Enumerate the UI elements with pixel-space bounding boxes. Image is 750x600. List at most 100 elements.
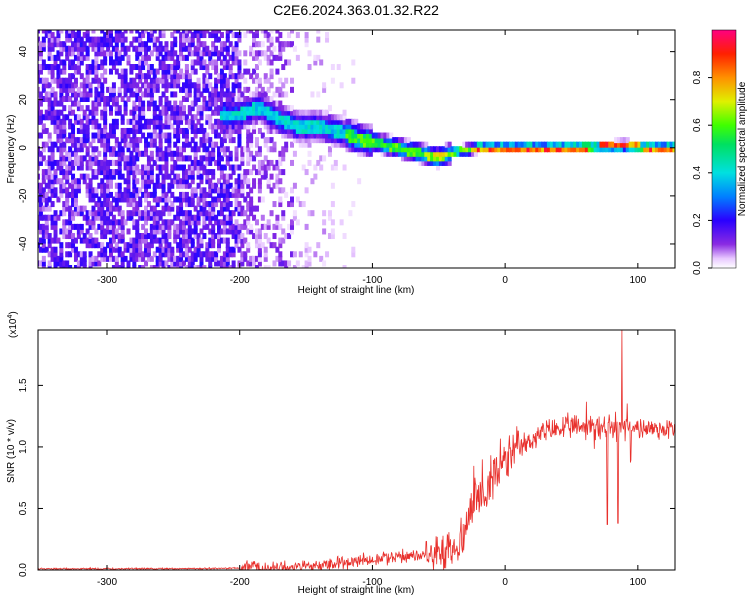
spectrogram-cell	[114, 233, 119, 240]
spectrogram-cell	[79, 54, 84, 61]
spectrogram-cell	[144, 146, 149, 153]
spectrogram-cell	[205, 146, 210, 153]
spectrogram-cell	[41, 205, 46, 212]
spectrogram-cell	[126, 59, 131, 66]
spectrogram-cell	[135, 219, 140, 226]
spectrogram-cell	[552, 141, 557, 148]
spectrogram-cell	[643, 146, 648, 153]
spectrogram-cell	[205, 114, 210, 121]
spectrogram-cell	[266, 95, 271, 102]
spectrogram-cell	[94, 100, 99, 107]
spectrogram-cell	[319, 127, 324, 134]
spectrogram-cell	[158, 59, 163, 66]
spectrogram-cell	[176, 77, 181, 84]
spectrogram-cell	[316, 36, 321, 43]
spectrogram-cell	[85, 54, 90, 61]
spectrogram-cell	[79, 210, 84, 217]
spectrogram-cell	[205, 251, 210, 258]
spectrogram-cell	[138, 73, 143, 80]
spectrogram-cell	[132, 118, 137, 125]
spectrogram-cell	[141, 191, 146, 198]
spectrogram-cell	[173, 159, 178, 166]
spectrogram-cell	[141, 214, 146, 221]
spectrogram-cell	[473, 141, 478, 148]
spectrogram-cell	[208, 265, 213, 268]
spectrogram-cell	[190, 169, 195, 176]
spectrogram-cell	[146, 178, 151, 185]
spectrogram-cell	[120, 228, 125, 235]
spectrogram-cell	[205, 173, 210, 180]
spectrogram-cell	[503, 146, 508, 153]
spectrogram-cell	[85, 146, 90, 153]
spectrogram-cell	[108, 95, 113, 102]
spectrogram-cell	[228, 191, 233, 198]
spectrogram-cell	[205, 50, 210, 57]
spectrogram-cell	[38, 205, 43, 212]
spectrogram-cell	[225, 82, 230, 89]
spectrogram-cell	[301, 137, 306, 144]
spectrogram-cell	[117, 173, 122, 180]
spectrogram-cell	[269, 73, 274, 80]
spectrogram-cell	[158, 223, 163, 230]
spectrogram-cell	[161, 205, 166, 212]
spectrogram-cell	[193, 214, 198, 221]
spectrogram-cell	[237, 201, 242, 208]
spectrogram-cell	[126, 260, 131, 267]
spectrogram-cell	[666, 146, 671, 153]
spectrogram-cell	[68, 95, 73, 102]
spectrogram-cell	[53, 77, 58, 84]
spectrogram-cell	[38, 45, 43, 52]
spectrogram-cell	[59, 155, 64, 162]
spectrogram-cell	[100, 36, 105, 43]
spectrogram-cell	[307, 109, 312, 116]
spectrogram-cell	[246, 109, 251, 116]
spectrogram-cell	[135, 64, 140, 71]
spectrogram-cell	[240, 114, 245, 121]
spectrogram-cell	[246, 114, 251, 121]
spectrogram-cell	[149, 214, 154, 221]
spectrogram-cell	[179, 68, 184, 75]
spectrogram-cell	[103, 127, 108, 134]
spectrogram-cell	[561, 141, 566, 148]
spectrogram-cell	[117, 91, 122, 98]
spectrogram-cell	[146, 246, 151, 253]
spectrogram-cell	[351, 59, 356, 66]
spectrogram-cell	[260, 109, 265, 116]
spectrogram-cell	[76, 105, 81, 112]
spectrogram-cell	[111, 214, 116, 221]
spectrogram-cell	[141, 114, 146, 121]
spectrogram-cell	[173, 173, 178, 180]
spectrogram-cell	[196, 242, 201, 249]
spectrogram-cell	[144, 41, 149, 48]
spectrogram-cell	[126, 210, 131, 217]
spectrogram-cell	[421, 155, 426, 162]
spectrogram-cell	[237, 210, 242, 217]
spectrogram-cell	[79, 59, 84, 66]
spectrogram-cell	[91, 237, 96, 244]
spectrogram-cell	[249, 210, 254, 217]
spectrogram-cell	[240, 187, 245, 194]
spectrogram-cell	[56, 114, 61, 121]
spectrogram-cell	[47, 109, 52, 116]
spectrogram-cell	[181, 45, 186, 52]
spectrogram-cell	[252, 109, 257, 116]
spectrogram-cell	[111, 100, 116, 107]
spectrogram-cell	[173, 260, 178, 267]
spectrogram-cell	[91, 45, 96, 52]
spectrogram-cell	[222, 173, 227, 180]
spectrogram-cell	[222, 64, 227, 71]
spectrogram-cell	[100, 95, 105, 102]
spectrogram-cell	[179, 182, 184, 189]
spectrogram-cell	[278, 159, 283, 166]
spectrogram-cell	[50, 246, 55, 253]
spectrogram-cell	[234, 182, 239, 189]
spectrogram-cell	[266, 59, 271, 66]
spectrogram-cell	[357, 123, 362, 130]
spectrogram-cell	[62, 45, 67, 52]
spectrogram-cell	[82, 233, 87, 240]
spectrogram-cell	[202, 196, 207, 203]
spectrogram-cell	[164, 219, 169, 226]
spectrogram-cell	[161, 82, 166, 89]
spectrogram-cell	[532, 141, 537, 148]
spectrogram-cell	[208, 73, 213, 80]
